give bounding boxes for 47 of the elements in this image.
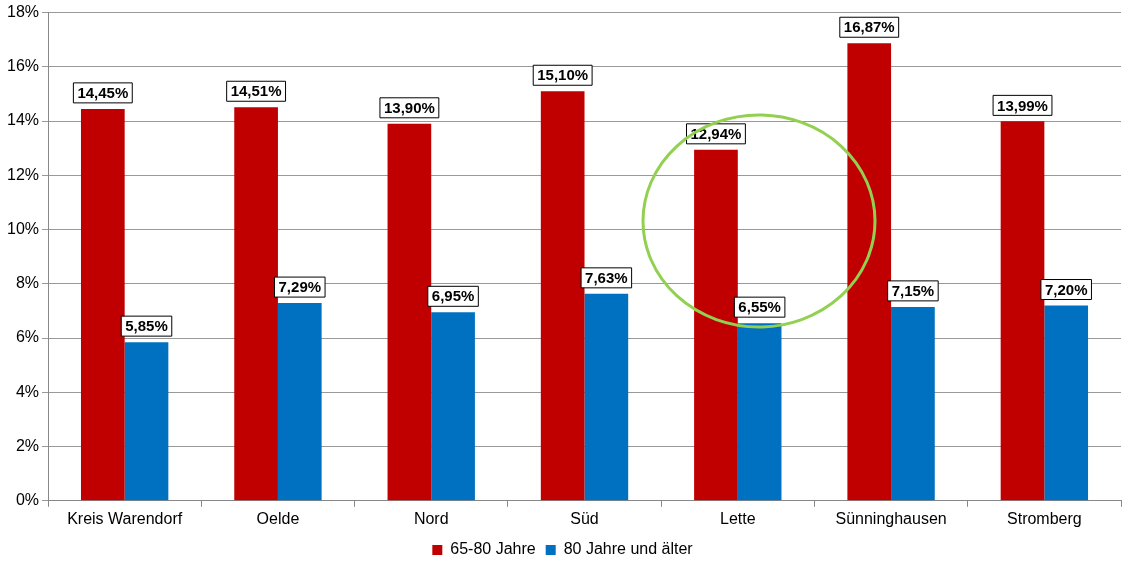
bar	[694, 149, 738, 501]
bar	[1044, 305, 1089, 501]
y-tick-label: 10%	[6, 219, 40, 237]
y-tick-label: 12%	[6, 165, 40, 183]
bar	[584, 293, 629, 501]
y-tick-label: 8%	[15, 274, 40, 292]
bar	[234, 107, 278, 501]
legend-label: 65-80 Jahre	[450, 540, 536, 558]
y-tick-label: 18%	[6, 3, 40, 21]
data-label: 7,29%	[278, 278, 322, 296]
data-label: 14,45%	[77, 84, 129, 102]
bar	[847, 43, 892, 501]
bar	[124, 342, 169, 501]
data-label: 12,94%	[690, 124, 742, 142]
x-tick-label: Kreis Warendorf	[67, 509, 183, 527]
data-label: 16,87%	[843, 18, 895, 36]
x-tick-label: Sünninghausen	[835, 509, 947, 527]
data-label: 15,10%	[537, 66, 589, 84]
data-label: 7,63%	[585, 269, 628, 286]
x-tick-label: Nord	[413, 509, 449, 527]
bar	[431, 312, 475, 501]
y-tick-label: 16%	[6, 57, 40, 75]
legend-label: 80 Jahre und älter	[563, 540, 694, 558]
bar	[277, 303, 322, 501]
y-tick-label: 2%	[15, 436, 40, 454]
data-label: 7,20%	[1044, 280, 1088, 298]
y-tick-label: 14%	[6, 111, 40, 129]
x-tick-label: Oelde	[256, 509, 300, 527]
bar	[387, 123, 432, 501]
data-label: 13,90%	[383, 98, 435, 116]
data-label: 6,55%	[738, 298, 781, 316]
x-tick-label: Stromberg	[1007, 509, 1082, 527]
bar	[540, 91, 585, 501]
y-tick-label: 0%	[15, 491, 40, 509]
x-tick-label: Süd	[570, 509, 599, 527]
data-label: 14,51%	[230, 82, 282, 100]
bar	[1000, 121, 1045, 501]
y-tick-label: 6%	[15, 328, 40, 346]
data-label: 13,99%	[997, 96, 1048, 114]
data-label: 6,95%	[431, 287, 475, 305]
x-tick-label: Lette	[720, 509, 756, 527]
bar	[737, 323, 782, 501]
bar	[891, 306, 935, 501]
bar	[80, 108, 125, 501]
data-label: 7,15%	[891, 282, 935, 300]
data-label: 5,85%	[125, 317, 168, 335]
y-tick-label: 4%	[15, 382, 40, 400]
